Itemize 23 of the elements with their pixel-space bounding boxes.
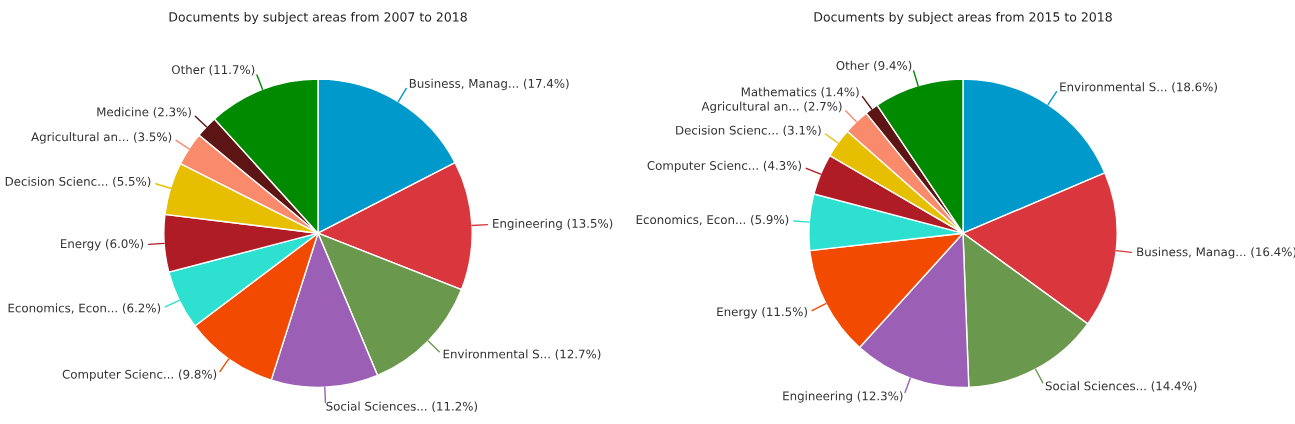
slice-label: Energy (6.0%) [61,239,144,251]
slice-label: Environmental S... (18.6%) [1060,82,1217,93]
slice-label: Energy (11.5%) [717,307,807,319]
slice-label: Social Sciences... (14.4%) [1045,381,1197,392]
slice-label: Engineering (13.5%) [493,218,613,231]
slice-label: Agricultural an... (2.7%) [701,101,842,114]
slice-label: Computer Scienc... (4.3%) [647,160,802,173]
chart-title: Documents by subject areas from 2015 to 2018 [814,11,1112,25]
slice-label: Decision Scienc... (3.1%) [676,125,821,137]
slice-label: Economics, Econ... (5.9%) [636,214,789,226]
slice-label: Agricultural an... (3.5%) [31,132,172,144]
chart-title: Documents by subject areas from 2007 to 2018 [169,11,467,25]
slice-label: Medicine (2.3%) [97,107,191,118]
slice-label: Other (9.4%) [836,60,912,72]
slice-label: Other (11.7%) [171,64,255,76]
slice-label: Mathematics (1.4%) [741,87,859,98]
slice-label: Economics, Econ... (6.2%) [8,303,161,314]
slice-label: Computer Scienc... (9.8%) [62,369,217,382]
slice-label: Decision Scienc... (5.5%) [5,176,151,188]
slice-label: Business, Manag... (17.4%) [409,78,569,91]
slice-label: Environmental S... (12.7%) [443,349,601,360]
slice-label: Social Sciences... (11.2%) [326,401,478,413]
slice-label: Engineering (12.3%) [783,391,903,403]
